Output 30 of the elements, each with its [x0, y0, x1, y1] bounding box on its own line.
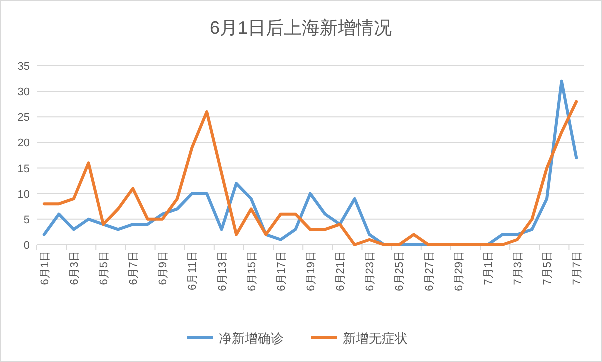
- y-tick-label: 10: [18, 188, 30, 201]
- x-tick-label: 6月5日: [98, 251, 111, 286]
- x-tick-label: 6月7日: [128, 251, 140, 286]
- x-tick-label: 6月11日: [187, 251, 200, 291]
- x-tick-label: 7月1日: [482, 251, 495, 286]
- y-tick-label: 15: [18, 163, 30, 176]
- x-tick-label: 6月3日: [68, 251, 81, 286]
- x-tick-label: 6月27日: [424, 251, 436, 292]
- y-tick-label: 20: [18, 138, 30, 150]
- x-tick-label: 6月15日: [246, 251, 258, 292]
- y-tick-label: 25: [18, 112, 30, 124]
- y-tick-label: 5: [24, 214, 30, 226]
- legend-label: 净新增确诊: [219, 331, 284, 346]
- x-tick-label: 6月13日: [216, 251, 229, 292]
- x-tick-label: 6月21日: [335, 251, 348, 292]
- x-tick-label: 7月5日: [542, 251, 554, 286]
- legend-label: 新增无症状: [343, 331, 408, 346]
- x-tick-label: 6月19日: [306, 251, 318, 292]
- y-tick-label: 35: [18, 61, 30, 73]
- x-tick-label: 7月7日: [572, 251, 584, 286]
- x-tick-label: 6月1日: [39, 251, 52, 286]
- x-tick-label: 6月23日: [364, 251, 377, 292]
- x-tick-label: 6月9日: [158, 251, 170, 286]
- y-tick-label: 30: [18, 86, 30, 99]
- x-tick-label: 6月17日: [276, 251, 288, 292]
- x-tick-label: 6月29日: [453, 251, 466, 292]
- x-tick-label: 7月3日: [512, 251, 524, 286]
- y-tick-label: 0: [24, 240, 30, 252]
- title: 6月1日后上海新增情况: [210, 18, 392, 38]
- x-tick-label: 6月25日: [394, 251, 406, 292]
